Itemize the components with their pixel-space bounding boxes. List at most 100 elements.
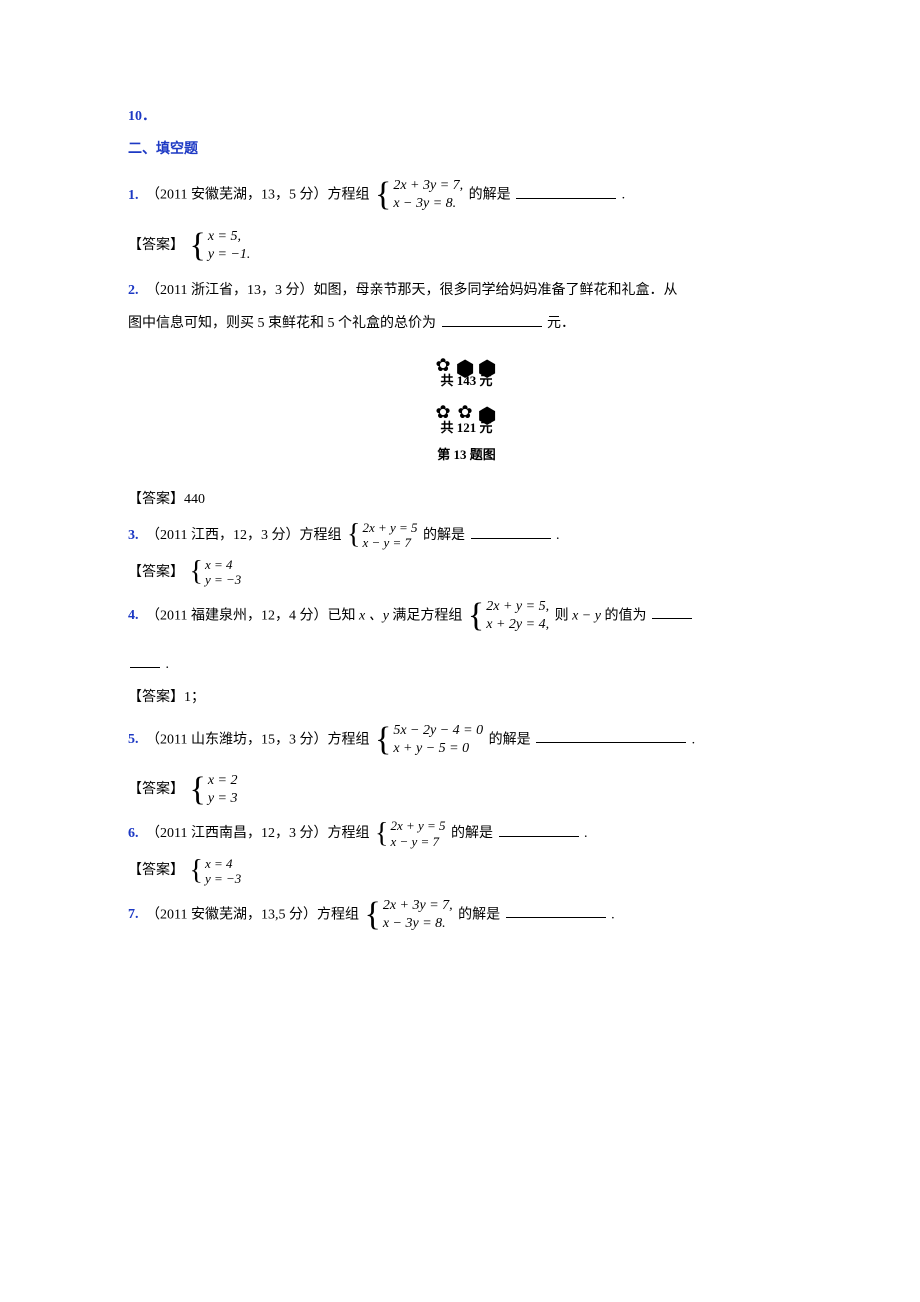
q6-system: { 2x + y = 5 x − y = 7 [375, 818, 446, 849]
brace-icon: { [375, 820, 388, 848]
q5-eq2: x + y − 5 = 0 [393, 740, 483, 758]
q6-number: 6. [128, 826, 139, 841]
q7-equations: 2x + 3y = 7, x − 3y = 8. [383, 897, 453, 933]
brace-icon: { [364, 898, 380, 932]
q6-answer: 【答案】 { x = 4 y = −3 [128, 856, 805, 887]
q4-tail-b: 的值为 [604, 608, 646, 623]
q3-answer: 【答案】 { x = 4 y = −3 [128, 557, 805, 588]
q3-ans1: x = 4 [205, 557, 241, 573]
q4-period: . [166, 657, 170, 672]
q1-source: （2011 安徽芜湖，13，5 分）方程组 [146, 188, 369, 203]
q1-number: 1. [128, 188, 139, 203]
figure-row-b [397, 398, 537, 418]
q4-stem: 4. （2011 福建泉州，12，4 分）已知 x 、y 满足方程组 { 2x … [128, 598, 805, 634]
q2-figure: 共 143 元 共 121 元 第 13 题图 [128, 351, 805, 469]
q10-heading: 10． [128, 104, 805, 131]
q6-period: . [584, 826, 588, 841]
flower-icon [436, 398, 454, 418]
q6-ans2: y = −3 [205, 871, 241, 887]
q6-equations: 2x + y = 5 x − y = 7 [390, 818, 445, 849]
q4-source-b: 满足方程组 [392, 608, 462, 623]
q5-system: { 5x − 2y − 4 = 0 x + y − 5 = 0 [375, 722, 483, 758]
section-2-heading: 二、填空题 [128, 137, 805, 164]
q4-expr: x − y [572, 608, 601, 623]
q2-unit: 元． [547, 316, 575, 331]
q4-blank-b [130, 653, 160, 668]
q6-eq1: 2x + y = 5 [390, 818, 445, 834]
answer-label: 【答案】 [128, 487, 184, 514]
q5-period: . [692, 732, 696, 747]
q2-source-line1: （2011 浙江省，13，3 分）如图，母亲节那天，很多同学给妈妈准备了鲜花和礼… [146, 283, 677, 298]
q2-answer: 【答案】440 [128, 487, 805, 514]
q3-ans2: y = −3 [205, 572, 241, 588]
q7-stem: 7. （2011 安徽芜湖，13,5 分）方程组 { 2x + 3y = 7, … [128, 897, 805, 933]
q5-answer: 【答案】 { x = 2 y = 3 [128, 772, 805, 808]
flower-icon [436, 351, 454, 371]
q3-stem: 3. （2011 江西，12，3 分）方程组 { 2x + y = 5 x − … [128, 520, 805, 551]
q7-tail: 的解是 [458, 907, 500, 922]
q4-source-a: （2011 福建泉州，12，4 分）已知 [146, 608, 355, 623]
q5-answer-system: { x = 2 y = 3 [190, 772, 238, 808]
q4-tail-a: 则 [555, 608, 569, 623]
q5-ans2: y = 3 [208, 790, 238, 808]
q2-stem-line2: 图中信息可知，则买 5 束鲜花和 5 个礼盒的总价为 元． [128, 311, 805, 338]
q5-ans1: x = 2 [208, 772, 238, 790]
gift-icon [480, 400, 498, 418]
q1-eq2: x − 3y = 8. [393, 195, 463, 213]
gift-icon [480, 353, 498, 371]
q3-system: { 2x + y = 5 x − y = 7 [347, 520, 418, 551]
q3-equations: 2x + y = 5 x − y = 7 [362, 520, 417, 551]
q1-ans1: x = 5, [208, 228, 251, 246]
figure-row-a [397, 351, 537, 371]
brace-icon: { [375, 723, 391, 757]
q2-source-line2: 图中信息可知，则买 5 束鲜花和 5 个礼盒的总价为 [128, 316, 436, 331]
q3-period: . [556, 528, 560, 543]
brace-icon: { [347, 521, 360, 549]
q3-number: 3. [128, 528, 139, 543]
q1-eq1: 2x + 3y = 7, [393, 177, 463, 195]
q4-xy: x 、y [359, 608, 389, 623]
q1-answer-system: { x = 5, y = −1. [190, 228, 251, 264]
page: 10． 二、填空题 1. （2011 安徽芜湖，13，5 分）方程组 { 2x … [0, 0, 920, 1302]
q6-answer-system: { x = 4 y = −3 [190, 856, 242, 887]
q1-tail: 的解是 [469, 188, 511, 203]
brace-icon: { [468, 599, 484, 633]
gift-icon [458, 353, 476, 371]
q7-source: （2011 安徽芜湖，13,5 分）方程组 [146, 907, 359, 922]
q1-answer: 【答案】 { x = 5, y = −1. [128, 228, 805, 264]
q5-blank [536, 728, 686, 743]
q4-stem-line2: . [128, 652, 805, 679]
q7-period: . [611, 907, 615, 922]
q7-eq2: x − 3y = 8. [383, 915, 453, 933]
q2-blank [442, 312, 542, 327]
q2-stem-line1: 2. （2011 浙江省，13，3 分）如图，母亲节那天，很多同学给妈妈准备了鲜… [128, 278, 805, 305]
q4-system: { 2x + y = 5, x + 2y = 4, [468, 598, 549, 634]
q5-eq1: 5x − 2y − 4 = 0 [393, 722, 483, 740]
answer-label: 【答案】 [128, 685, 184, 712]
q3-source: （2011 江西，12，3 分）方程组 [146, 528, 341, 543]
q3-blank [471, 524, 551, 539]
q6-answer-lines: x = 4 y = −3 [205, 856, 241, 887]
q4-eq2: x + 2y = 4, [486, 616, 549, 634]
q3-eq1: 2x + y = 5 [362, 520, 417, 536]
answer-label: 【答案】 [128, 233, 184, 260]
q6-tail: 的解是 [451, 826, 493, 841]
q3-eq2: x − y = 7 [362, 535, 417, 551]
q1-period: . [622, 188, 626, 203]
q3-answer-system: { x = 4 y = −3 [190, 557, 242, 588]
q4-answer-value: 1； [184, 690, 205, 705]
q6-source: （2011 江西南昌，12，3 分）方程组 [146, 826, 369, 841]
answer-label: 【答案】 [128, 777, 184, 804]
q5-equations: 5x − 2y − 4 = 0 x + y − 5 = 0 [393, 722, 483, 758]
q10-number: 10． [128, 109, 156, 124]
q5-tail: 的解是 [489, 732, 531, 747]
q6-eq2: x − y = 7 [390, 834, 445, 850]
answer-label: 【答案】 [128, 858, 184, 885]
q5-source: （2011 山东潍坊，15，3 分）方程组 [146, 732, 369, 747]
q3-answer-lines: x = 4 y = −3 [205, 557, 241, 588]
q1-system: { 2x + 3y = 7, x − 3y = 8. [375, 177, 463, 213]
q1-answer-lines: x = 5, y = −1. [208, 228, 251, 264]
brace-icon: { [190, 857, 203, 885]
q7-blank [506, 903, 606, 918]
q7-system: { 2x + 3y = 7, x − 3y = 8. [364, 897, 452, 933]
